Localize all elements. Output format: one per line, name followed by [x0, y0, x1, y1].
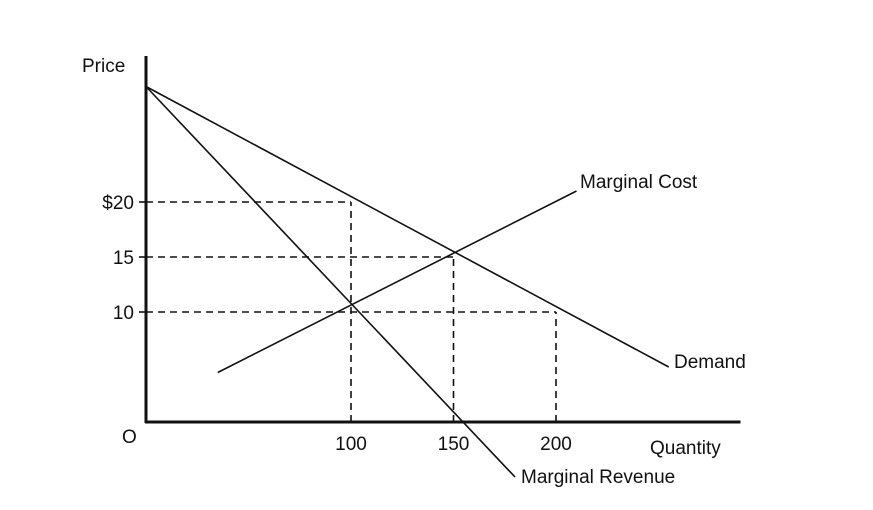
x-tick-label-200: 200 [540, 434, 572, 455]
demand-curve [145, 85, 670, 368]
tick-labels: 10 15 $20 100 150 200 [102, 193, 572, 455]
y-tick-label-15: 15 [113, 248, 134, 269]
marginal-revenue-curve [145, 85, 516, 478]
curves [145, 85, 670, 478]
x-axis-label: Quantity [650, 438, 721, 459]
x-tick-label-100: 100 [335, 434, 367, 455]
tick-marks [139, 201, 146, 313]
marginal-revenue-label: Marginal Revenue [521, 467, 675, 488]
guide-lines [146, 201, 557, 422]
x-tick-label-150: 150 [438, 434, 470, 455]
marginal-cost-curve [217, 190, 577, 374]
demand-label: Demand [674, 352, 746, 373]
y-tick-label-20: $20 [102, 193, 134, 214]
y-axis-label: Price [82, 56, 125, 77]
marginal-cost-label: Marginal Cost [580, 172, 698, 193]
y-tick-label-10: 10 [113, 303, 134, 324]
origin-label: O [122, 427, 137, 448]
series-labels: Demand Marginal Revenue Marginal Cost [521, 172, 746, 488]
